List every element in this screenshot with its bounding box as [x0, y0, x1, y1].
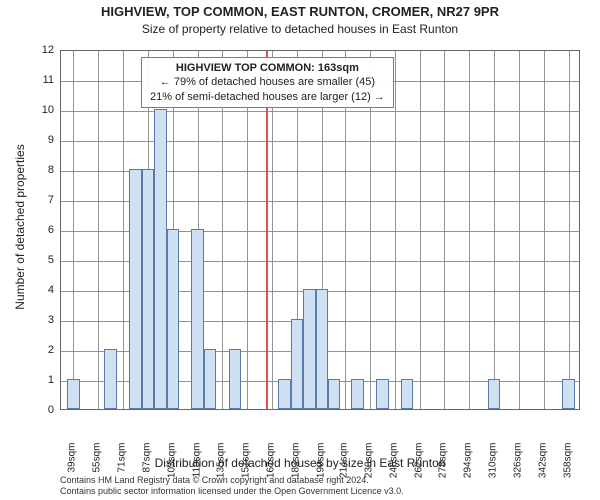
gridline-v: [395, 51, 396, 409]
y-tick-label: 2: [30, 344, 54, 356]
gridline-v: [123, 51, 124, 409]
histogram-bar: [129, 169, 141, 409]
y-axis-label: Number of detached properties: [13, 127, 27, 327]
gridline-v: [544, 51, 545, 409]
y-tick-label: 0: [30, 404, 54, 416]
histogram-bar: [229, 349, 241, 409]
chart-container: HIGHVIEW, TOP COMMON, EAST RUNTON, CROME…: [0, 0, 600, 500]
histogram-bar: [488, 379, 500, 409]
x-axis-label: Distribution of detached houses by size …: [0, 456, 600, 470]
histogram-bar: [278, 379, 290, 409]
gridline-v: [444, 51, 445, 409]
histogram-bar: [154, 109, 166, 409]
gridline-h: [61, 141, 579, 142]
y-tick-label: 9: [30, 134, 54, 146]
chart-subtitle: Size of property relative to detached ho…: [0, 22, 600, 36]
y-tick-label: 1: [30, 374, 54, 386]
gridline-h: [61, 111, 579, 112]
gridline-v: [469, 51, 470, 409]
histogram-bar: [562, 379, 574, 409]
annotation-line1: HIGHVIEW TOP COMMON: 163sqm: [150, 61, 385, 75]
plot-area: HIGHVIEW TOP COMMON: 163sqm ← 79% of det…: [60, 50, 580, 410]
footer-line2: Contains public sector information licen…: [60, 486, 580, 497]
histogram-bar: [104, 349, 116, 409]
footer-line1: Contains HM Land Registry data © Crown c…: [60, 475, 580, 486]
histogram-bar: [303, 289, 315, 409]
y-tick-label: 5: [30, 254, 54, 266]
gridline-v: [494, 51, 495, 409]
y-tick-label: 7: [30, 194, 54, 206]
histogram-bar: [376, 379, 388, 409]
gridline-v: [98, 51, 99, 409]
histogram-bar: [191, 229, 203, 409]
gridline-v: [519, 51, 520, 409]
histogram-bar: [351, 379, 363, 409]
y-tick-label: 6: [30, 224, 54, 236]
footer: Contains HM Land Registry data © Crown c…: [60, 475, 580, 497]
histogram-bar: [142, 169, 154, 409]
y-tick-label: 4: [30, 284, 54, 296]
histogram-bar: [401, 379, 413, 409]
gridline-v: [73, 51, 74, 409]
histogram-bar: [316, 289, 328, 409]
gridline-v: [420, 51, 421, 409]
histogram-bar: [167, 229, 179, 409]
histogram-bar: [328, 379, 340, 409]
y-tick-label: 12: [30, 44, 54, 56]
y-tick-label: 8: [30, 164, 54, 176]
y-tick-label: 10: [30, 104, 54, 116]
y-tick-label: 11: [30, 74, 54, 86]
histogram-bar: [291, 319, 303, 409]
annotation-line3: 21% of semi-detached houses are larger (…: [150, 90, 385, 104]
annotation-box: HIGHVIEW TOP COMMON: 163sqm ← 79% of det…: [141, 57, 394, 108]
annotation-line2: ← 79% of detached houses are smaller (45…: [150, 75, 385, 89]
gridline-v: [569, 51, 570, 409]
histogram-bar: [204, 349, 216, 409]
histogram-bar: [67, 379, 79, 409]
chart-title: HIGHVIEW, TOP COMMON, EAST RUNTON, CROME…: [0, 4, 600, 19]
y-tick-label: 3: [30, 314, 54, 326]
